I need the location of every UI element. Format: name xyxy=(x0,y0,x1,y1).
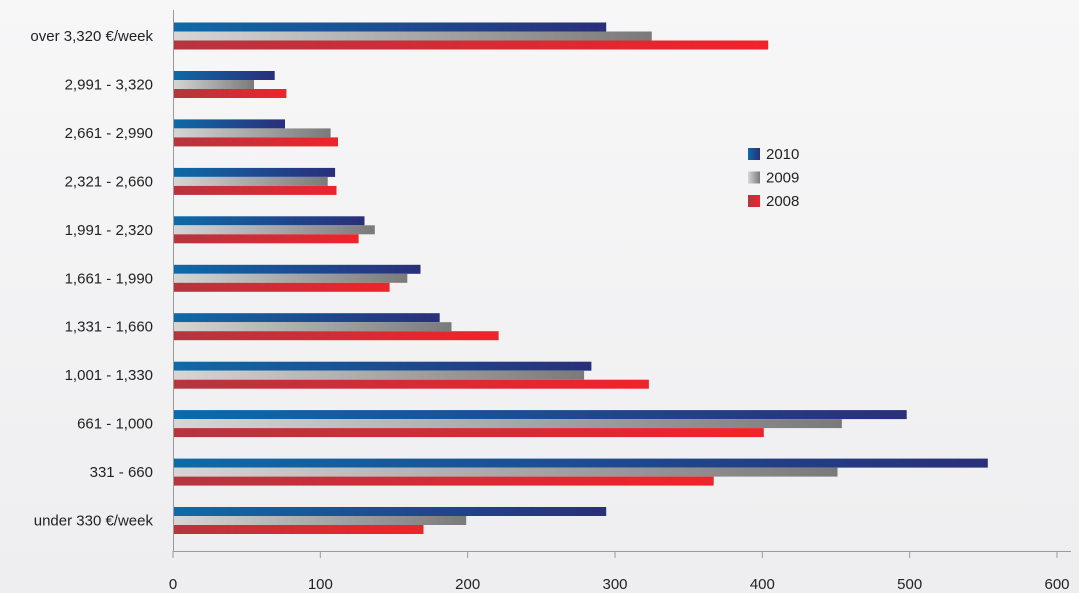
x-tick-label: 400 xyxy=(750,576,775,593)
x-tick-label: 300 xyxy=(602,576,627,593)
category-label: 2,661 - 2,990 xyxy=(65,125,153,142)
legend-label-2008: 2008 xyxy=(766,193,799,210)
legend: 2010 2009 2008 xyxy=(748,146,799,210)
bar-2009-4 xyxy=(173,225,375,235)
bar-2010-7 xyxy=(173,361,592,371)
bar-2009-6 xyxy=(173,322,452,332)
legend-swatch-2010 xyxy=(748,148,760,160)
bar-2008-1 xyxy=(173,89,287,98)
category-label: over 3,320 €/week xyxy=(30,28,153,45)
bar-2009-0 xyxy=(173,31,652,41)
bar-2009-1 xyxy=(173,80,254,89)
bar-2008-10 xyxy=(173,525,424,534)
x-tick-label: 500 xyxy=(897,576,922,593)
bar-2008-2 xyxy=(173,137,338,147)
bar-2010-4 xyxy=(173,216,365,226)
legend-swatch-2009 xyxy=(748,171,760,184)
bar-2010-9 xyxy=(173,458,988,468)
legend-label-2010: 2010 xyxy=(766,146,799,163)
bar-2008-5 xyxy=(173,282,390,292)
bar-2010-1 xyxy=(173,71,275,80)
bar-2009-3 xyxy=(173,176,328,186)
category-label: 2,321 - 2,660 xyxy=(65,173,153,190)
bar-2010-8 xyxy=(173,410,907,420)
bar-2008-4 xyxy=(173,234,359,244)
category-labels: over 3,320 €/week 2,991 - 3,320 2,661 - 2,… xyxy=(30,28,153,530)
bar-2010-6 xyxy=(173,313,440,323)
category-label: 1,661 - 1,990 xyxy=(65,270,153,287)
bar-2009-8 xyxy=(173,419,842,429)
legend-label-2009: 2009 xyxy=(766,170,799,187)
x-tick-label: 0 xyxy=(169,576,177,593)
bar-2010-5 xyxy=(173,264,421,274)
category-label: 2,991 - 3,320 xyxy=(65,77,153,94)
bar-2008-9 xyxy=(173,476,714,486)
bar-2008-6 xyxy=(173,331,499,341)
bar-2009-2 xyxy=(173,128,331,138)
bar-2010-2 xyxy=(173,119,285,129)
axes-group: 0 100 200 300 400 500 600 xyxy=(169,10,1071,593)
bar-2010-0 xyxy=(173,22,607,32)
bar-2009-5 xyxy=(173,273,408,283)
category-label: 1,331 - 1,660 xyxy=(65,319,153,336)
category-label: 331 - 660 xyxy=(90,464,153,481)
bar-2010-3 xyxy=(173,167,336,177)
category-label: under 330 €/week xyxy=(34,513,154,530)
bar-2009-10 xyxy=(173,516,467,525)
category-label: 1,991 - 2,320 xyxy=(65,222,153,239)
legend-swatch-2008 xyxy=(748,195,760,207)
bar-2009-9 xyxy=(173,467,838,477)
bar-2008-3 xyxy=(173,185,337,195)
category-label: 661 - 1,000 xyxy=(77,416,153,433)
bar-2008-0 xyxy=(173,40,769,50)
bar-2010-10 xyxy=(173,507,607,516)
bars-group xyxy=(173,22,988,534)
x-tick-label: 200 xyxy=(455,576,480,593)
bar-2008-8 xyxy=(173,428,764,438)
x-tick-label: 100 xyxy=(308,576,333,593)
bar-2008-7 xyxy=(173,379,649,389)
bar-2009-7 xyxy=(173,370,585,380)
category-label: 1,001 - 1,330 xyxy=(65,367,153,384)
x-tick-label: 600 xyxy=(1044,576,1069,593)
